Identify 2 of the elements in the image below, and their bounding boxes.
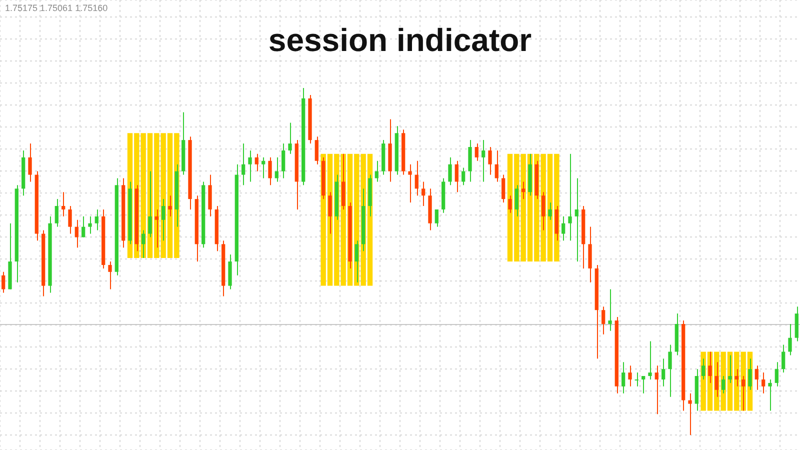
text: 1.75175 1.75061 1.75160 [5,3,108,14]
chart-title: session indicator [267,21,533,60]
